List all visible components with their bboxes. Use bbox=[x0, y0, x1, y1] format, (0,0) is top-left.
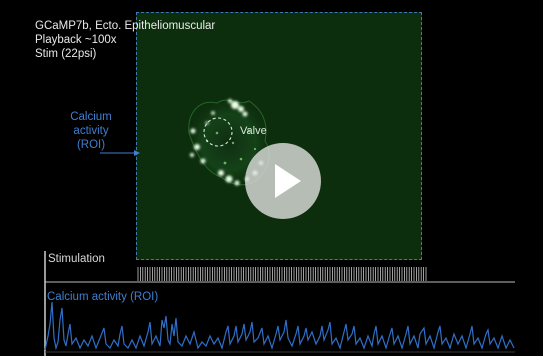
calcium-note-line: Calcium bbox=[70, 111, 112, 123]
stimulation-label: Stimulation bbox=[48, 253, 105, 265]
play-button[interactable] bbox=[245, 143, 321, 219]
stimulus-info: Stim (22psi) bbox=[35, 48, 97, 60]
play-icon bbox=[275, 164, 301, 198]
calcium-roi-annotation: Calcium activity (ROI) bbox=[46, 110, 136, 152]
calcium-note-line: (ROI) bbox=[76, 139, 106, 151]
experiment-title: GCaMP7b, Ecto. Epitheliomuscular bbox=[35, 20, 216, 32]
activity-traces bbox=[44, 251, 515, 356]
stimulation-pulses bbox=[137, 267, 427, 281]
playback-speed: Playback ~100x bbox=[35, 34, 117, 46]
calcium-note-line: activity bbox=[73, 125, 109, 137]
calcium-trace bbox=[44, 301, 515, 351]
valve-label: Valve bbox=[240, 125, 267, 137]
calcium-activity-label: Calcium activity (ROI) bbox=[47, 291, 159, 303]
arrow-right-icon bbox=[100, 150, 140, 156]
imaging-region bbox=[136, 12, 422, 260]
microscopy-image bbox=[188, 99, 270, 186]
